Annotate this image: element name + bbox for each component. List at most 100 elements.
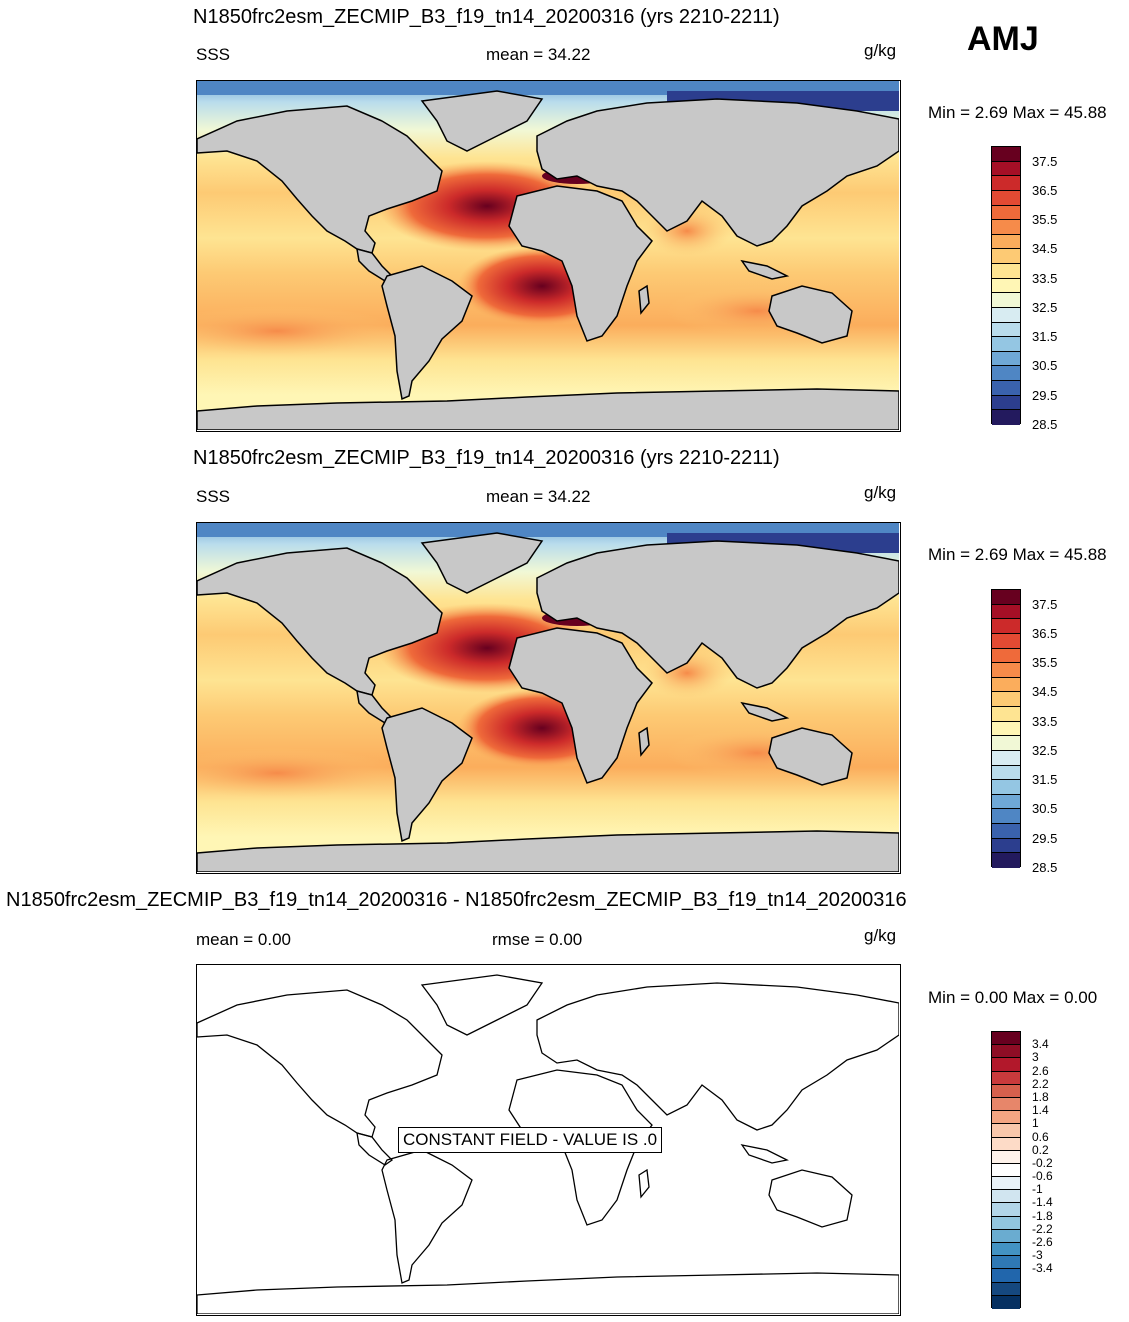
- panel2-minmax-label: Min = 2.69 Max = 45.88: [928, 545, 1107, 564]
- panel3-rmse-label: rmse = 0.00: [492, 930, 583, 949]
- colorbar-bin: [992, 205, 1020, 221]
- panel3-colorbar: [991, 1031, 1021, 1309]
- colorbar-tick-label: 2.2: [1032, 1076, 1049, 1091]
- colorbar-tick-label: 33.5: [1032, 270, 1058, 286]
- colorbar-bin: [992, 1163, 1020, 1178]
- colorbar-bin: [992, 663, 1020, 678]
- colorbar-bin: [992, 692, 1020, 707]
- colorbar-bin: [992, 1084, 1020, 1098]
- panel2-variable-label: SSS: [196, 487, 231, 506]
- colorbar-tick-label: -0.6: [1032, 1169, 1053, 1184]
- colorbar-bin: [992, 395, 1020, 411]
- panel3-title: N1850frc2esm_ZECMIP_B3_f19_tn14_20200316…: [6, 889, 907, 911]
- colorbar-bin: [992, 381, 1020, 396]
- colorbar-bin: [992, 1097, 1020, 1112]
- colorbar-bin: [992, 619, 1020, 634]
- colorbar-tick-label: 36.5: [1032, 182, 1058, 198]
- colorbar-bin: [992, 736, 1020, 751]
- colorbar-bin: [992, 1203, 1020, 1217]
- colorbar-tick-label: 3.4: [1032, 1037, 1049, 1052]
- colorbar-tick-label: -3: [1032, 1248, 1043, 1263]
- panel1-minmax-label: Min = 2.69 Max = 45.88: [928, 103, 1107, 122]
- colorbar-tick-label: 35.5: [1032, 655, 1058, 671]
- colorbar-tick-label: 34.5: [1032, 684, 1058, 700]
- colorbar-tick-label: 31.5: [1032, 772, 1058, 788]
- colorbar-tick-label: -1: [1032, 1182, 1043, 1197]
- panel1-colorbar: [991, 146, 1021, 425]
- colorbar-bin: [992, 809, 1020, 824]
- colorbar-bin: [992, 604, 1020, 620]
- panel1-mean-label: mean = 34.22: [486, 45, 591, 64]
- colorbar-tick-label: 30.5: [1032, 801, 1058, 817]
- colorbar-bin: [992, 1032, 1020, 1046]
- colorbar-bin: [992, 1269, 1020, 1283]
- colorbar-tick-label: 37.5: [1032, 596, 1058, 612]
- colorbar-tick-label: 28.5: [1032, 417, 1058, 432]
- colorbar-tick-label: -1.4: [1032, 1195, 1053, 1210]
- colorbar-tick-label: -3.4: [1032, 1261, 1053, 1276]
- colorbar-tick-label: 32.5: [1032, 299, 1058, 315]
- colorbar-bin: [992, 1124, 1020, 1138]
- panel1-variable-label: SSS: [196, 45, 231, 64]
- colorbar-bin: [992, 1111, 1020, 1125]
- colorbar-bin: [992, 648, 1020, 664]
- colorbar-bin: [992, 794, 1020, 810]
- colorbar-tick-label: -2.2: [1032, 1221, 1053, 1236]
- colorbar-tick-label: 29.5: [1032, 830, 1058, 846]
- panel3-units-label: g/kg: [864, 926, 897, 945]
- colorbar-bin: [992, 1243, 1020, 1257]
- panel1-title: N1850frc2esm_ZECMIP_B3_f19_tn14_20200316…: [193, 6, 780, 28]
- colorbar-bin: [992, 176, 1020, 191]
- colorbar-bin: [992, 190, 1020, 206]
- colorbar-bin: [992, 1150, 1020, 1164]
- colorbar-bin: [992, 234, 1020, 250]
- colorbar-bin: [992, 1216, 1020, 1230]
- colorbar-bin: [992, 590, 1020, 605]
- colorbar-bin: [992, 351, 1020, 367]
- colorbar-bin: [992, 677, 1020, 693]
- colorbar-bin: [992, 220, 1020, 235]
- colorbar-bin: [992, 824, 1020, 839]
- colorbar-bin: [992, 249, 1020, 264]
- colorbar-bin: [992, 721, 1020, 737]
- colorbar-bin: [992, 1295, 1020, 1309]
- colorbar-bin: [992, 147, 1020, 162]
- colorbar-tick-label: 36.5: [1032, 625, 1058, 641]
- colorbar-tick-label: 0.2: [1032, 1142, 1049, 1157]
- colorbar-tick-label: -0.2: [1032, 1155, 1053, 1170]
- colorbar-tick-label: 1.8: [1032, 1089, 1049, 1104]
- panel2-map: [196, 522, 901, 874]
- colorbar-bin: [992, 1071, 1020, 1085]
- colorbar-tick-label: 32.5: [1032, 742, 1058, 758]
- colorbar-tick-label: 31.5: [1032, 329, 1058, 345]
- colorbar-bin: [992, 853, 1020, 868]
- colorbar-bin: [992, 322, 1020, 338]
- colorbar-bin: [992, 707, 1020, 722]
- panel1-map: [196, 80, 901, 432]
- panel2-map-graphic: [197, 523, 899, 872]
- colorbar-bin: [992, 838, 1020, 854]
- colorbar-tick-label: 1.4: [1032, 1103, 1049, 1118]
- colorbar-bin: [992, 765, 1020, 781]
- colorbar-bin: [992, 307, 1020, 323]
- season-badge: AMJ: [967, 20, 1039, 58]
- colorbar-bin: [992, 1229, 1020, 1243]
- panel1-map-graphic: [197, 81, 899, 430]
- colorbar-bin: [992, 780, 1020, 795]
- colorbar-bin: [992, 1282, 1020, 1296]
- panel1-units-label: g/kg: [864, 41, 897, 60]
- constant-field-notice: CONSTANT FIELD - VALUE IS .0: [398, 1127, 663, 1153]
- colorbar-tick-label: 0.6: [1032, 1129, 1049, 1144]
- colorbar-tick-label: 37.5: [1032, 153, 1058, 169]
- colorbar-bin: [992, 278, 1020, 294]
- colorbar-tick-label: -1.8: [1032, 1208, 1053, 1223]
- panel2-colorbar: [991, 589, 1021, 868]
- colorbar-bin: [992, 410, 1020, 425]
- colorbar-bin: [992, 1045, 1020, 1059]
- colorbar-bin: [992, 337, 1020, 352]
- colorbar-tick-label: 1: [1032, 1116, 1039, 1131]
- colorbar-bin: [992, 1256, 1020, 1270]
- colorbar-bin: [992, 161, 1020, 177]
- colorbar-bin: [992, 1058, 1020, 1072]
- colorbar-bin: [992, 633, 1020, 649]
